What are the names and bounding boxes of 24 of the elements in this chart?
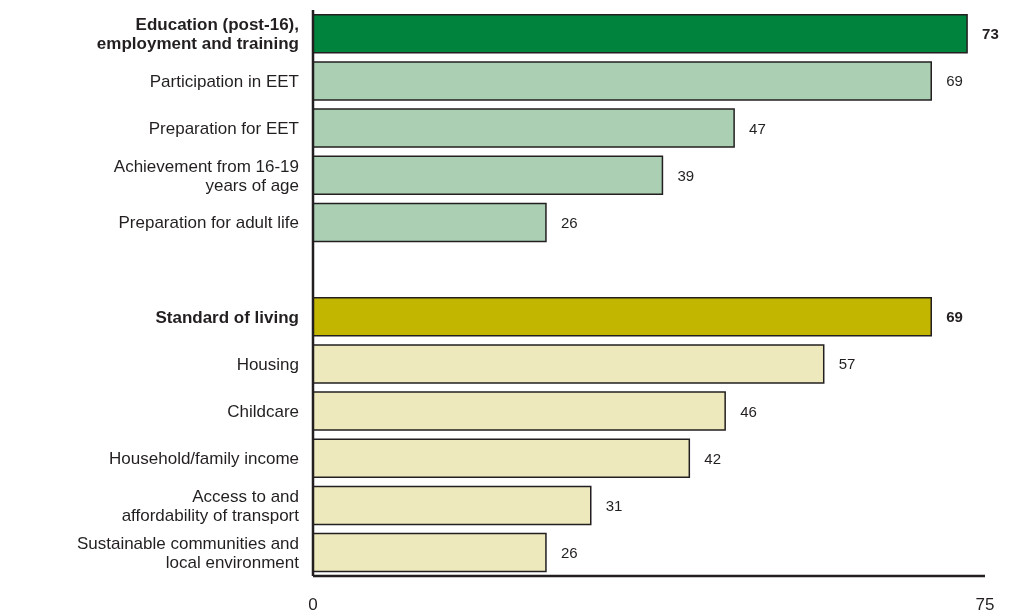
data-label: 69 xyxy=(946,308,963,326)
data-label: 69 xyxy=(946,72,963,90)
y-tick-label: Housing xyxy=(236,354,299,374)
y-tick-label: Sustainable communities and local environment xyxy=(76,533,300,572)
y-tick-label: Participation in EET xyxy=(149,71,299,91)
y-tick-label: Education (post-16), employment and training xyxy=(96,14,299,53)
data-label: 31 xyxy=(605,496,623,514)
y-tick-label: Preparation for EET xyxy=(148,118,299,138)
y-tick-label: Access to and affordability of transport xyxy=(121,486,300,525)
y-tick-label: Childcare xyxy=(227,401,299,421)
data-label: 42 xyxy=(704,449,722,467)
y-tick-label: Standard of living xyxy=(155,307,299,327)
data-label: 73 xyxy=(982,25,999,43)
y-tick-label: Achievement from 16-19 years of age xyxy=(113,156,299,195)
x-tick-label: 0 xyxy=(308,595,318,615)
data-label: 26 xyxy=(560,544,578,562)
data-label: 57 xyxy=(838,355,856,373)
data-label: 46 xyxy=(740,402,757,420)
data-label: 39 xyxy=(677,166,695,184)
y-tick-label: Preparation for adult life xyxy=(118,212,299,232)
data-label: 47 xyxy=(749,119,766,137)
x-tick-label: 75 xyxy=(975,595,995,615)
y-tick-label: Household/family income xyxy=(109,448,299,468)
data-label: 26 xyxy=(560,213,578,231)
